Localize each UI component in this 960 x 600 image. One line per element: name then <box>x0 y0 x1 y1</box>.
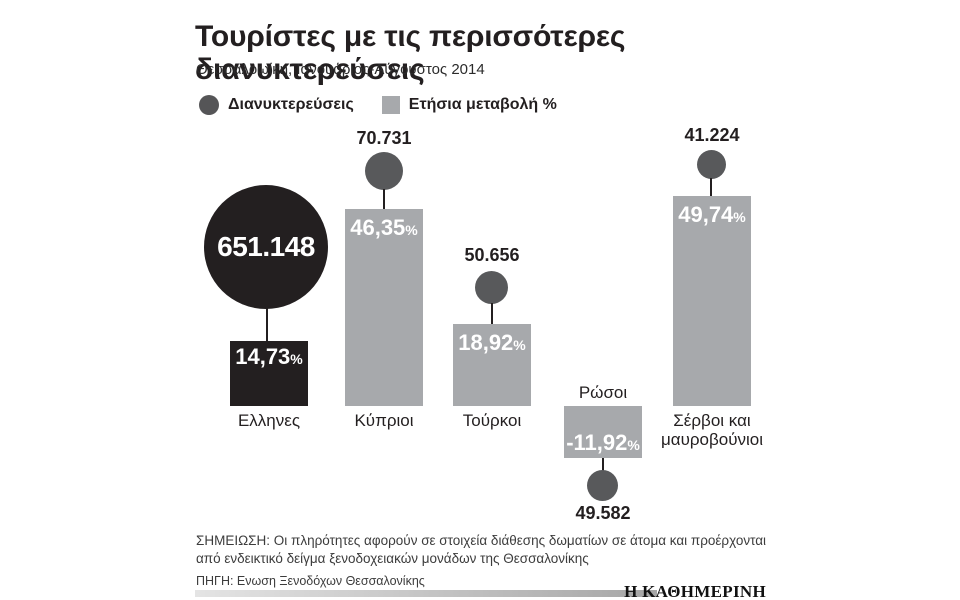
connector-greeks <box>266 308 268 342</box>
connector-turks <box>491 303 493 325</box>
connector-serbs <box>710 178 712 197</box>
bar-russians-change: -11,92% <box>564 406 642 458</box>
bar-greeks-change: 14,73% <box>230 341 308 406</box>
bubble-greeks-value: 651.148 <box>217 231 315 262</box>
category-label-greeks: Ελληνες <box>237 411 301 430</box>
category-label-cypriots: Κύπριοι <box>354 411 414 430</box>
bar-cypriots-change: 46,35% <box>345 209 423 406</box>
category-label-serbs: Σέρβοι και μαυροβούνιοι <box>660 411 764 449</box>
category-label-turks: Τούρκοι <box>462 411 522 430</box>
bar-cypriots-change-value: 46,35% <box>350 215 418 240</box>
bubble-cypriots-value: 70.731 <box>356 128 412 148</box>
bar-russians-change-value: -11,92% <box>566 430 640 455</box>
source-line: ΠΗΓΗ: Ενωση Ξενοδόχων Θεσσαλονίκης <box>196 574 425 588</box>
bar-turks-change: 18,92% <box>453 324 531 406</box>
bubble-russians <box>587 470 618 501</box>
bubble-turks <box>475 271 508 304</box>
connector-russians <box>602 458 604 471</box>
bubble-turks-value: 50.656 <box>464 245 520 265</box>
bubble-serbs-value: 41.224 <box>684 125 740 145</box>
bar-greeks-change-value: 14,73% <box>235 344 303 369</box>
footnote: ΣΗΜΕΙΩΣΗ: Οι πληρότητες αφορούν σε στοιχ… <box>196 533 767 566</box>
bubble-russians-value: 49.582 <box>575 503 631 523</box>
bar-turks-change-value: 18,92% <box>458 330 526 355</box>
nights-legend-circle-icon <box>199 95 219 115</box>
bubble-greeks: 651.148 <box>204 185 328 309</box>
chart-subtitle: Θεσσαλοωίκη, Ιανουάριος-Αύγουστος 2014 <box>196 61 485 78</box>
category-label-russians: Ρώσοι <box>578 383 628 402</box>
bar-serbs-change: 49,74% <box>673 196 751 406</box>
bar-serbs-change-value: 49,74% <box>678 202 746 227</box>
connector-cypriots <box>383 189 385 210</box>
page-title: Τουρίστες με τις περισσότερες διανυκτερε… <box>195 20 626 87</box>
legend-change-label: Ετήσια μεταβολή % <box>408 96 557 113</box>
publisher-logo: Η ΚΑΘΗΜΕΡΙΝΗ <box>624 582 766 600</box>
footer-divider-bar <box>195 590 657 597</box>
legend-nights-label: Διανυκτερεύσεις <box>228 96 354 113</box>
bubble-serbs <box>697 150 726 179</box>
bubble-cypriots <box>365 152 403 190</box>
change-legend-square-icon <box>381 96 400 114</box>
chart-legend: Διανυκτερεύσεις Ετήσια μεταβολή % <box>199 95 557 115</box>
